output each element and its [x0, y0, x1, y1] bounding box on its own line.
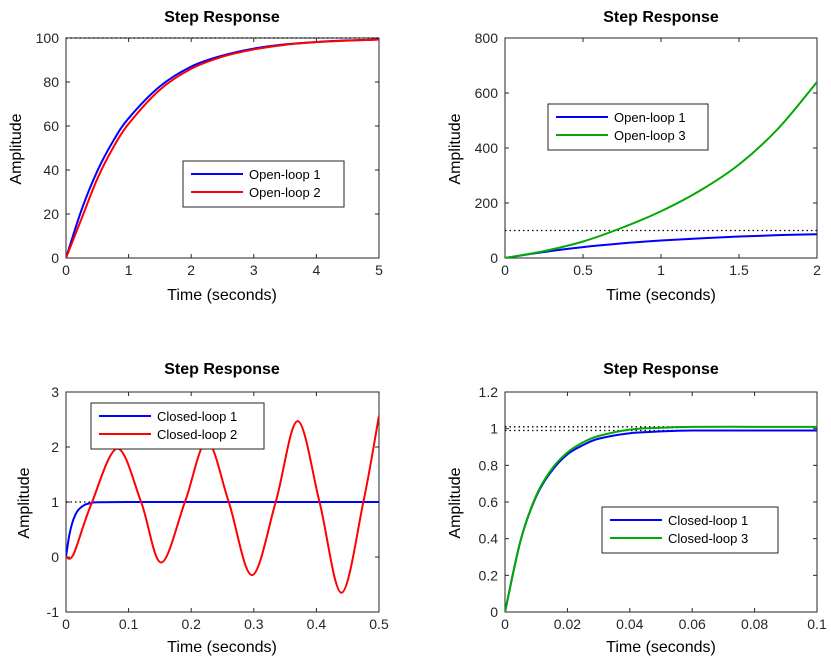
y-tick-label: 0: [51, 250, 59, 266]
y-tick-label: 0.8: [479, 457, 499, 473]
x-axis-label: Time (seconds): [167, 287, 277, 304]
legend-box: [547, 103, 709, 151]
legend-label: Open-loop 1: [249, 167, 321, 182]
chart-panel-1: Step Response Time (seconds) Amplitude 0…: [8, 9, 383, 304]
x-tick-label: 0.3: [244, 616, 264, 632]
chart-panel-3: Step Response Time (seconds) Amplitude 0…: [16, 361, 389, 656]
x-tick-label: 0: [62, 262, 70, 278]
legend-box: [90, 402, 265, 450]
y-tick-label: 0: [51, 549, 59, 565]
x-tick-label: 5: [375, 262, 383, 278]
legend-label: Closed-loop 3: [668, 531, 748, 546]
chart-title: Step Response: [164, 361, 280, 378]
chart-title: Step Response: [603, 361, 719, 378]
y-tick-label: -1: [47, 604, 60, 620]
y-tick-label: 2: [51, 439, 59, 455]
x-tick-label: 0.1: [807, 616, 827, 632]
x-tick-label: 0.04: [616, 616, 643, 632]
series-line-2: [66, 415, 379, 594]
x-tick-label: 1: [125, 262, 133, 278]
y-axis-label: Amplitude: [8, 113, 25, 184]
chart-panel-4: Step Response Time (seconds) Amplitude 0…: [447, 361, 827, 656]
legend-box: [601, 506, 779, 554]
x-tick-label: 2: [813, 262, 821, 278]
y-tick-label: 0.4: [479, 531, 499, 547]
chart-title: Step Response: [164, 9, 280, 26]
y-tick-label: 1: [51, 494, 59, 510]
y-tick-label: 0: [490, 250, 498, 266]
y-tick-label: 3: [51, 384, 59, 400]
x-tick-label: 0.06: [679, 616, 706, 632]
legend: Open-loop 1 Open-loop 2: [182, 160, 345, 208]
legend-label: Closed-loop 1: [668, 513, 748, 528]
y-axis-label: Amplitude: [16, 467, 33, 538]
y-tick-label: 1: [490, 421, 498, 437]
legend-label: Open-loop 2: [249, 185, 321, 200]
y-axis-label: Amplitude: [447, 467, 464, 538]
legend-label: Open-loop 3: [614, 128, 686, 143]
x-tick-label: 0.5: [573, 262, 593, 278]
x-axis-label: Time (seconds): [606, 287, 716, 304]
y-tick-label: 200: [475, 195, 499, 211]
axes-box: [65, 37, 380, 259]
y-tick-label: 60: [43, 118, 59, 134]
y-tick-label: 40: [43, 162, 59, 178]
x-axis-label: Time (seconds): [167, 639, 277, 656]
series-line-1: [505, 233, 817, 258]
y-tick-label: 600: [475, 85, 499, 101]
legend-label: Closed-loop 2: [157, 427, 237, 442]
legend-label: Open-loop 1: [614, 110, 686, 125]
x-tick-label: 0.1: [119, 616, 139, 632]
legend: Closed-loop 1 Closed-loop 3: [601, 506, 779, 554]
x-tick-label: 0: [62, 616, 70, 632]
y-tick-label: 800: [475, 30, 499, 46]
axes-box: [504, 391, 818, 613]
legend: Open-loop 1 Open-loop 3: [547, 103, 709, 151]
series-line-2: [66, 38, 379, 258]
y-axis-label: Amplitude: [447, 113, 464, 184]
legend: Closed-loop 1 Closed-loop 2: [90, 402, 265, 450]
x-tick-label: 0.5: [369, 616, 389, 632]
x-axis-label: Time (seconds): [606, 639, 716, 656]
x-tick-label: 0.08: [741, 616, 768, 632]
series-line-2: [505, 81, 817, 258]
y-tick-label: 0: [490, 604, 498, 620]
y-tick-label: 20: [43, 206, 59, 222]
y-tick-label: 80: [43, 74, 59, 90]
legend-label: Closed-loop 1: [157, 409, 237, 424]
series-line-2: [505, 425, 817, 612]
y-tick-label: 100: [36, 30, 60, 46]
x-tick-label: 2: [187, 262, 195, 278]
x-tick-label: 4: [313, 262, 321, 278]
x-tick-label: 0: [501, 262, 509, 278]
y-tick-label: 400: [475, 140, 499, 156]
x-tick-label: 1.5: [729, 262, 749, 278]
y-tick-label: 0.2: [479, 567, 499, 583]
x-tick-label: 1: [657, 262, 665, 278]
x-tick-label: 0: [501, 616, 509, 632]
legend-box: [182, 160, 345, 208]
x-tick-label: 0.4: [307, 616, 327, 632]
chart-title: Step Response: [603, 9, 719, 26]
series-line-1: [66, 500, 379, 558]
x-tick-label: 0.02: [554, 616, 581, 632]
chart-panel-2: Step Response Time (seconds) Amplitude 0…: [447, 9, 821, 304]
y-tick-label: 1.2: [479, 384, 499, 400]
x-tick-label: 0.2: [181, 616, 201, 632]
x-tick-label: 3: [250, 262, 258, 278]
y-tick-label: 0.6: [479, 494, 499, 510]
